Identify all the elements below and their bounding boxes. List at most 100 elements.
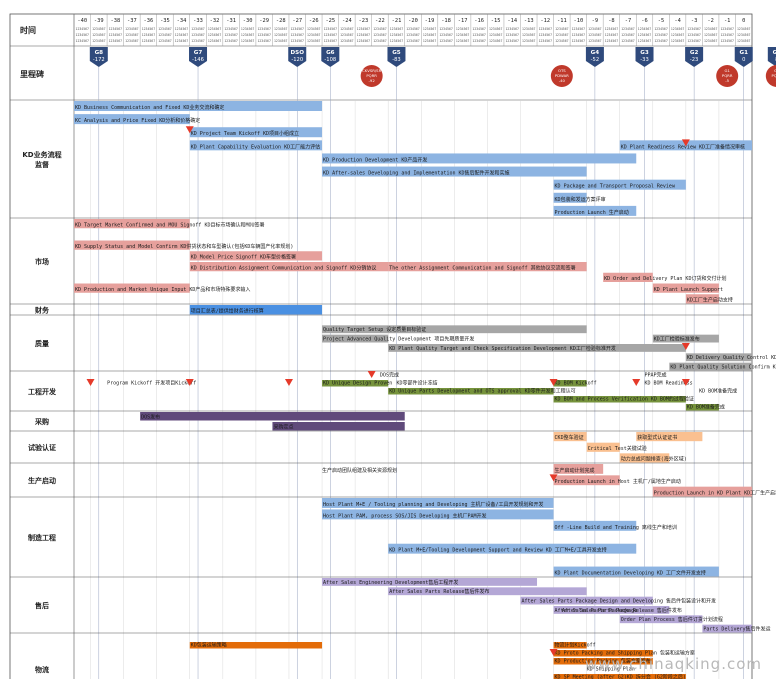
task-label: Production Launch in Host 主机厂/属地生产启动 [555,478,681,485]
week-day-digits: 1234567 [720,33,734,37]
week-label: -7 [625,18,632,24]
task-bar [553,464,604,474]
task-bar [189,305,323,315]
week-day-digits: 1234567 [76,39,90,43]
week-day-digits: 1234567 [654,39,668,43]
task-bar [603,272,653,282]
task-bar [322,498,554,508]
task-note: After Sales Parts Package [562,608,637,614]
task-label: After Sales Parts Package Design and Dev… [521,598,716,605]
task-bar [553,566,719,577]
week-day-digits: 1234567 [175,33,189,37]
week-label: -26 [309,18,319,24]
task-bar [702,624,752,633]
task-label: 项目汇总表/提供给财务进行核算 [191,308,264,315]
task-label: KD Order and Delivery Plan KD订货和交付计划 [604,275,726,282]
week-label: -11 [557,18,567,24]
task-label: Production Launch 生产启动 [555,209,629,216]
week-day-digits: 1234567 [737,27,751,31]
milestone-triangle [549,474,558,482]
week-day-digits: 1234567 [489,39,503,43]
task-bar [652,486,752,497]
week-day-digits: 1234567 [737,33,751,37]
gate-value: -120 [291,57,303,63]
review-marker [360,65,383,87]
task-label: 采购定点 [273,424,293,431]
week-day-digits: 1234567 [489,33,503,37]
week-day-digits: 1234567 [125,33,139,37]
milestone-triangle [681,379,690,386]
lane-label: 财务 [34,306,50,315]
task-bar [553,642,587,649]
gate-value: -83 [392,57,400,63]
week-day-digits: 1234567 [191,39,205,43]
week-label: -40 [77,18,87,24]
week-day-digits: 1234567 [638,33,652,37]
gate-value: -23 [690,57,698,63]
gate-marker [585,47,604,67]
task-bar [189,140,323,151]
week-day-digits: 1234567 [340,27,354,31]
week-day-digits: 1234567 [274,33,288,37]
week-day-digits: 1234567 [390,33,404,37]
gate-value: -52 [591,57,599,63]
task-label: KD Plant Capability Evaluation KD工厂能力评估 [191,143,320,150]
week-day-digits: 1234567 [588,33,602,37]
gate-label: G7 [194,50,203,56]
week-day-digits: 1234567 [224,27,238,31]
week-day-digits: 1234567 [257,27,271,31]
review-label: -5 [725,78,729,83]
lane-label: 监督 [35,160,49,169]
task-bar [553,380,587,387]
task-bar [553,520,637,531]
task-bar [652,283,719,293]
lane-label: 售后 [35,601,49,610]
week-label: -22 [375,18,385,24]
task-note: KD零部件设计冻结 [396,380,437,387]
week-day-digits: 1234567 [92,39,106,43]
week-label: -6 [641,18,648,24]
week-day-digits: 1234567 [324,39,338,43]
week-day-digits: 1234567 [555,27,569,31]
week-day-digits: 1234567 [224,33,238,37]
week-day-digits: 1234567 [158,33,172,37]
week-day-digits: 1234567 [539,33,553,37]
week-day-digits: 1234567 [704,33,718,37]
week-day-digits: 1234567 [737,39,751,43]
week-day-digits: 1234567 [373,33,387,37]
gate-label: G0 [773,50,776,56]
task-label: 动力总成问题排查(海外区域) [621,456,687,463]
task-label: After Sales Parts Release售后件发布 [389,588,489,595]
week-label: -37 [127,18,137,24]
week-label: -16 [474,18,484,24]
week-day-digits: 1234567 [555,39,569,43]
gate-marker [635,47,654,67]
task-label: KC Analysis and Price Fixed KD分析和价格确定 [75,117,200,124]
week-label: -8 [608,18,615,24]
task-bar [619,615,703,624]
gate-marker [734,47,753,67]
week-day-digits: 1234567 [390,39,404,43]
task-label: Host Plant PAM, process SOS/JIS Developi… [323,512,486,519]
week-day-digits: 1234567 [704,27,718,31]
task-bar [619,453,670,463]
task-note: 生产启动团队组建及相关资源规划 [322,467,397,474]
task-label: KD Package and Transport Proposal Review [555,184,676,190]
gate-label: G5 [392,50,401,56]
week-day-digits: 1234567 [539,39,553,43]
week-day-digits: 1234567 [340,33,354,37]
task-bar [553,192,587,203]
week-day-digits: 1234567 [439,39,453,43]
task-label: DOS发布 [141,414,160,421]
task-label: Host Plant M+E / Tooling planning and De… [323,501,544,508]
task-bar [189,251,323,261]
review-label: -92 [369,78,376,83]
week-day-digits: 1234567 [456,33,470,37]
week-day-digits: 1234567 [638,39,652,43]
week-day-digits: 1234567 [224,39,238,43]
task-bar [322,380,389,387]
week-day-digits: 1234567 [423,33,437,37]
review-label: G0 [774,68,776,73]
week-day-digits: 1234567 [621,27,635,31]
task-note: KD Shipping Plan [587,667,635,673]
